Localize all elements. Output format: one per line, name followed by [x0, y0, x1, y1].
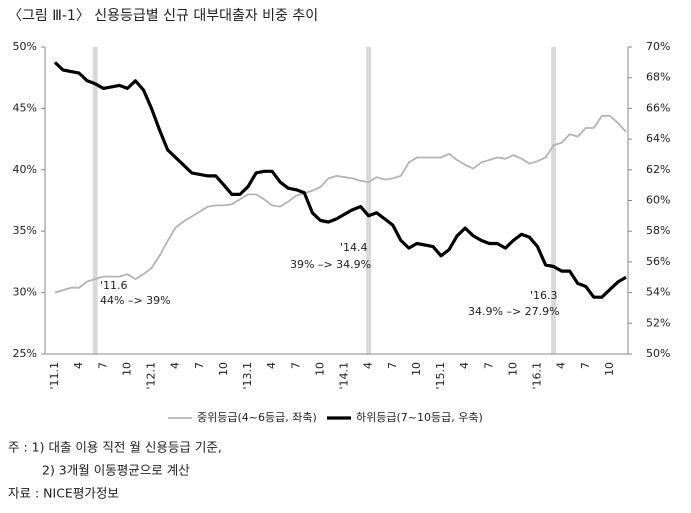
x-tick-label: 4 [555, 362, 568, 369]
y2-tick-label: 66% [646, 101, 670, 114]
y2-tick-label: 64% [646, 132, 670, 145]
highlight-band [551, 47, 557, 354]
x-tick-label: '11.1 [48, 362, 61, 390]
x-tick-label: 10 [120, 362, 133, 376]
x-tick-label: 4 [362, 362, 375, 369]
chart-title: 〈그림 Ⅲ-1〉 신용등급별 신규 대부대출자 비중 추이 [8, 8, 318, 24]
x-tick-label: 10 [506, 362, 519, 376]
y2-tick-label: 62% [646, 163, 670, 176]
y2-tick-label: 56% [646, 255, 670, 268]
x-tick-label: 10 [603, 362, 616, 376]
x-tick-label: 4 [265, 362, 278, 369]
x-tick-label: 4 [72, 362, 85, 369]
x-tick-label: 10 [217, 362, 230, 376]
y2-tick-label: 58% [646, 224, 670, 237]
annotation: '14.4 [340, 241, 368, 254]
y-tick-label: 45% [13, 101, 37, 114]
highlight-band [366, 47, 372, 354]
x-tick-label: 4 [458, 362, 471, 369]
x-tick-label: '13.1 [241, 362, 254, 390]
note: 2) 3개월 이동평균으로 계산 [42, 463, 190, 478]
y2-tick-label: 70% [646, 40, 670, 53]
note: 자료 : NICE평가정보 [8, 486, 119, 501]
y-tick-label: 25% [13, 347, 37, 360]
y2-tick-label: 54% [646, 286, 670, 299]
x-tick-label: 7 [579, 362, 592, 369]
x-tick-label: '14.1 [338, 362, 351, 390]
x-tick-label: '16.1 [531, 362, 544, 390]
y2-tick-label: 68% [646, 71, 670, 84]
x-tick-label: '12.1 [145, 362, 158, 390]
legend-label: 하위등급(7~10등급, 우축) [356, 410, 483, 424]
y-tick-label: 30% [13, 286, 37, 299]
annotation: '16.3 [530, 289, 558, 302]
x-tick-label: 7 [482, 362, 495, 369]
x-tick-label: '15.1 [434, 362, 447, 390]
y-tick-label: 40% [13, 163, 37, 176]
series-line [53, 61, 627, 299]
x-tick-label: 7 [96, 362, 109, 369]
x-tick-label: 7 [386, 362, 399, 369]
x-tick-label: 4 [169, 362, 182, 369]
series-line [54, 114, 627, 294]
x-tick-label: 10 [313, 362, 326, 376]
y2-tick-label: 52% [646, 316, 670, 329]
x-tick-label: 7 [193, 362, 206, 369]
annotation: 39% –> 34.9% [290, 258, 371, 271]
x-tick-label: 7 [289, 362, 302, 369]
annotation: 44% –> 39% [100, 294, 171, 307]
annotation: 34.9% –> 27.9% [468, 305, 560, 318]
note: 주 : 1) 대출 이용 직전 월 신용등급 기준, [8, 440, 222, 455]
y-tick-label: 50% [13, 40, 37, 53]
legend-label: 중위등급(4~6등급, 좌축) [197, 411, 317, 424]
x-tick-label: 10 [410, 362, 423, 376]
highlight-band [92, 47, 98, 354]
y-tick-label: 35% [13, 224, 37, 237]
y2-tick-label: 50% [646, 347, 670, 360]
annotation: '11.6 [100, 279, 128, 292]
y2-tick-label: 60% [646, 194, 670, 207]
